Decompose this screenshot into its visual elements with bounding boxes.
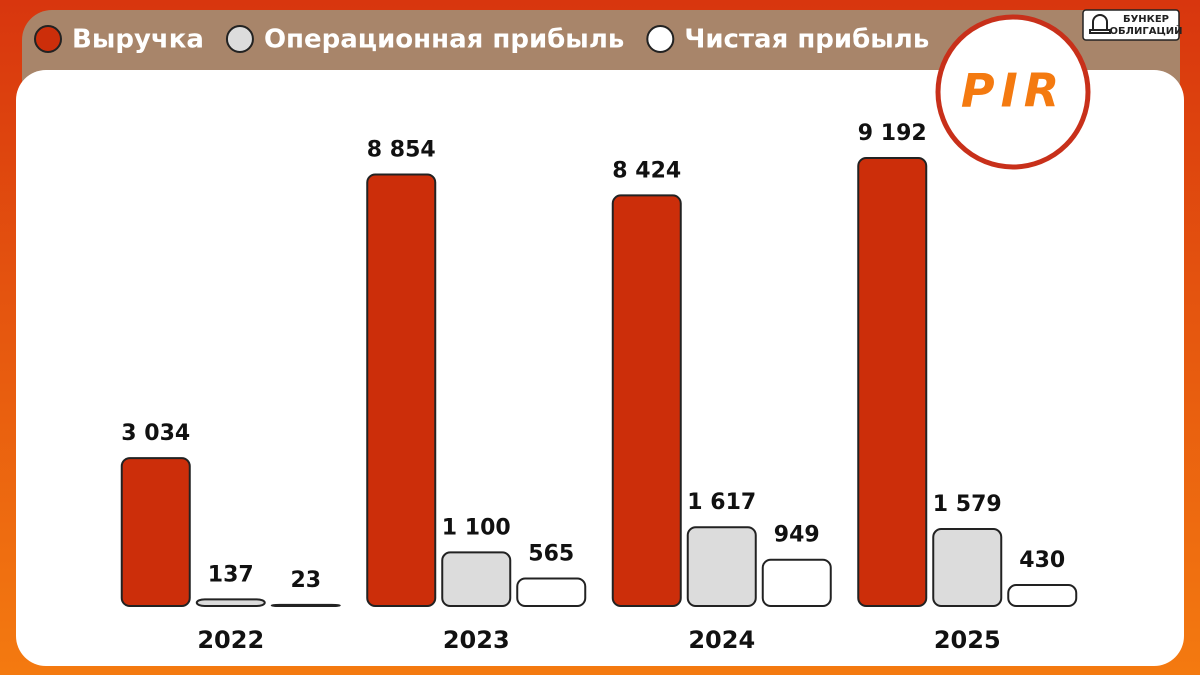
bar [857, 157, 928, 607]
legend-swatch [646, 25, 675, 53]
value-label: 8 854 [367, 137, 436, 162]
legend-swatch [225, 25, 254, 53]
value-label: 430 [1019, 548, 1065, 573]
legend-label: Чистая прибыль [684, 25, 929, 55]
bar [932, 528, 1003, 608]
legend: Выручка Операционная прибыль Чистая прибыл… [34, 25, 929, 55]
value-label: 1 100 [442, 515, 511, 540]
value-label: 23 [290, 568, 321, 593]
legend-label: Операционная прибыль [264, 25, 624, 55]
plot: 2022 3 034 137 23 2023 8 854 1 100 565 2024 8 424… [120, 121, 1078, 654]
bar [441, 551, 512, 608]
value-label: 1 617 [687, 490, 756, 515]
value-label: 8 424 [612, 158, 681, 183]
bar [761, 558, 832, 608]
value-label: 3 034 [121, 421, 190, 446]
value-label: 565 [528, 541, 574, 566]
value-label: 9 192 [858, 121, 927, 146]
brand-icon [1089, 14, 1111, 34]
bar [516, 577, 587, 608]
bar [1007, 584, 1078, 608]
value-label: 1 579 [933, 492, 1002, 517]
bar [366, 173, 437, 607]
bar [270, 603, 341, 608]
value-label: 137 [208, 562, 254, 587]
x-tick-label: 2022 [197, 626, 264, 654]
x-tick-label: 2024 [688, 626, 755, 654]
brand-line: ОБЛИГАЦИЙ [1110, 24, 1183, 37]
legend-swatch [34, 25, 62, 53]
logo-text: PIR [961, 64, 1065, 118]
x-tick-label: 2023 [443, 626, 510, 654]
brand-line: БУНКЕР [1123, 14, 1169, 25]
brand-badge: БУНКЕР ОБЛИГАЦИЙ [1082, 9, 1183, 41]
legend-label: Выручка [72, 25, 204, 55]
bar [120, 457, 191, 607]
bar [686, 526, 757, 608]
bar [611, 194, 682, 607]
bar [195, 598, 266, 607]
x-tick-label: 2025 [934, 626, 1001, 654]
logo: PIR [935, 14, 1091, 170]
logo-circle [935, 14, 1091, 170]
value-label: 949 [774, 523, 820, 548]
